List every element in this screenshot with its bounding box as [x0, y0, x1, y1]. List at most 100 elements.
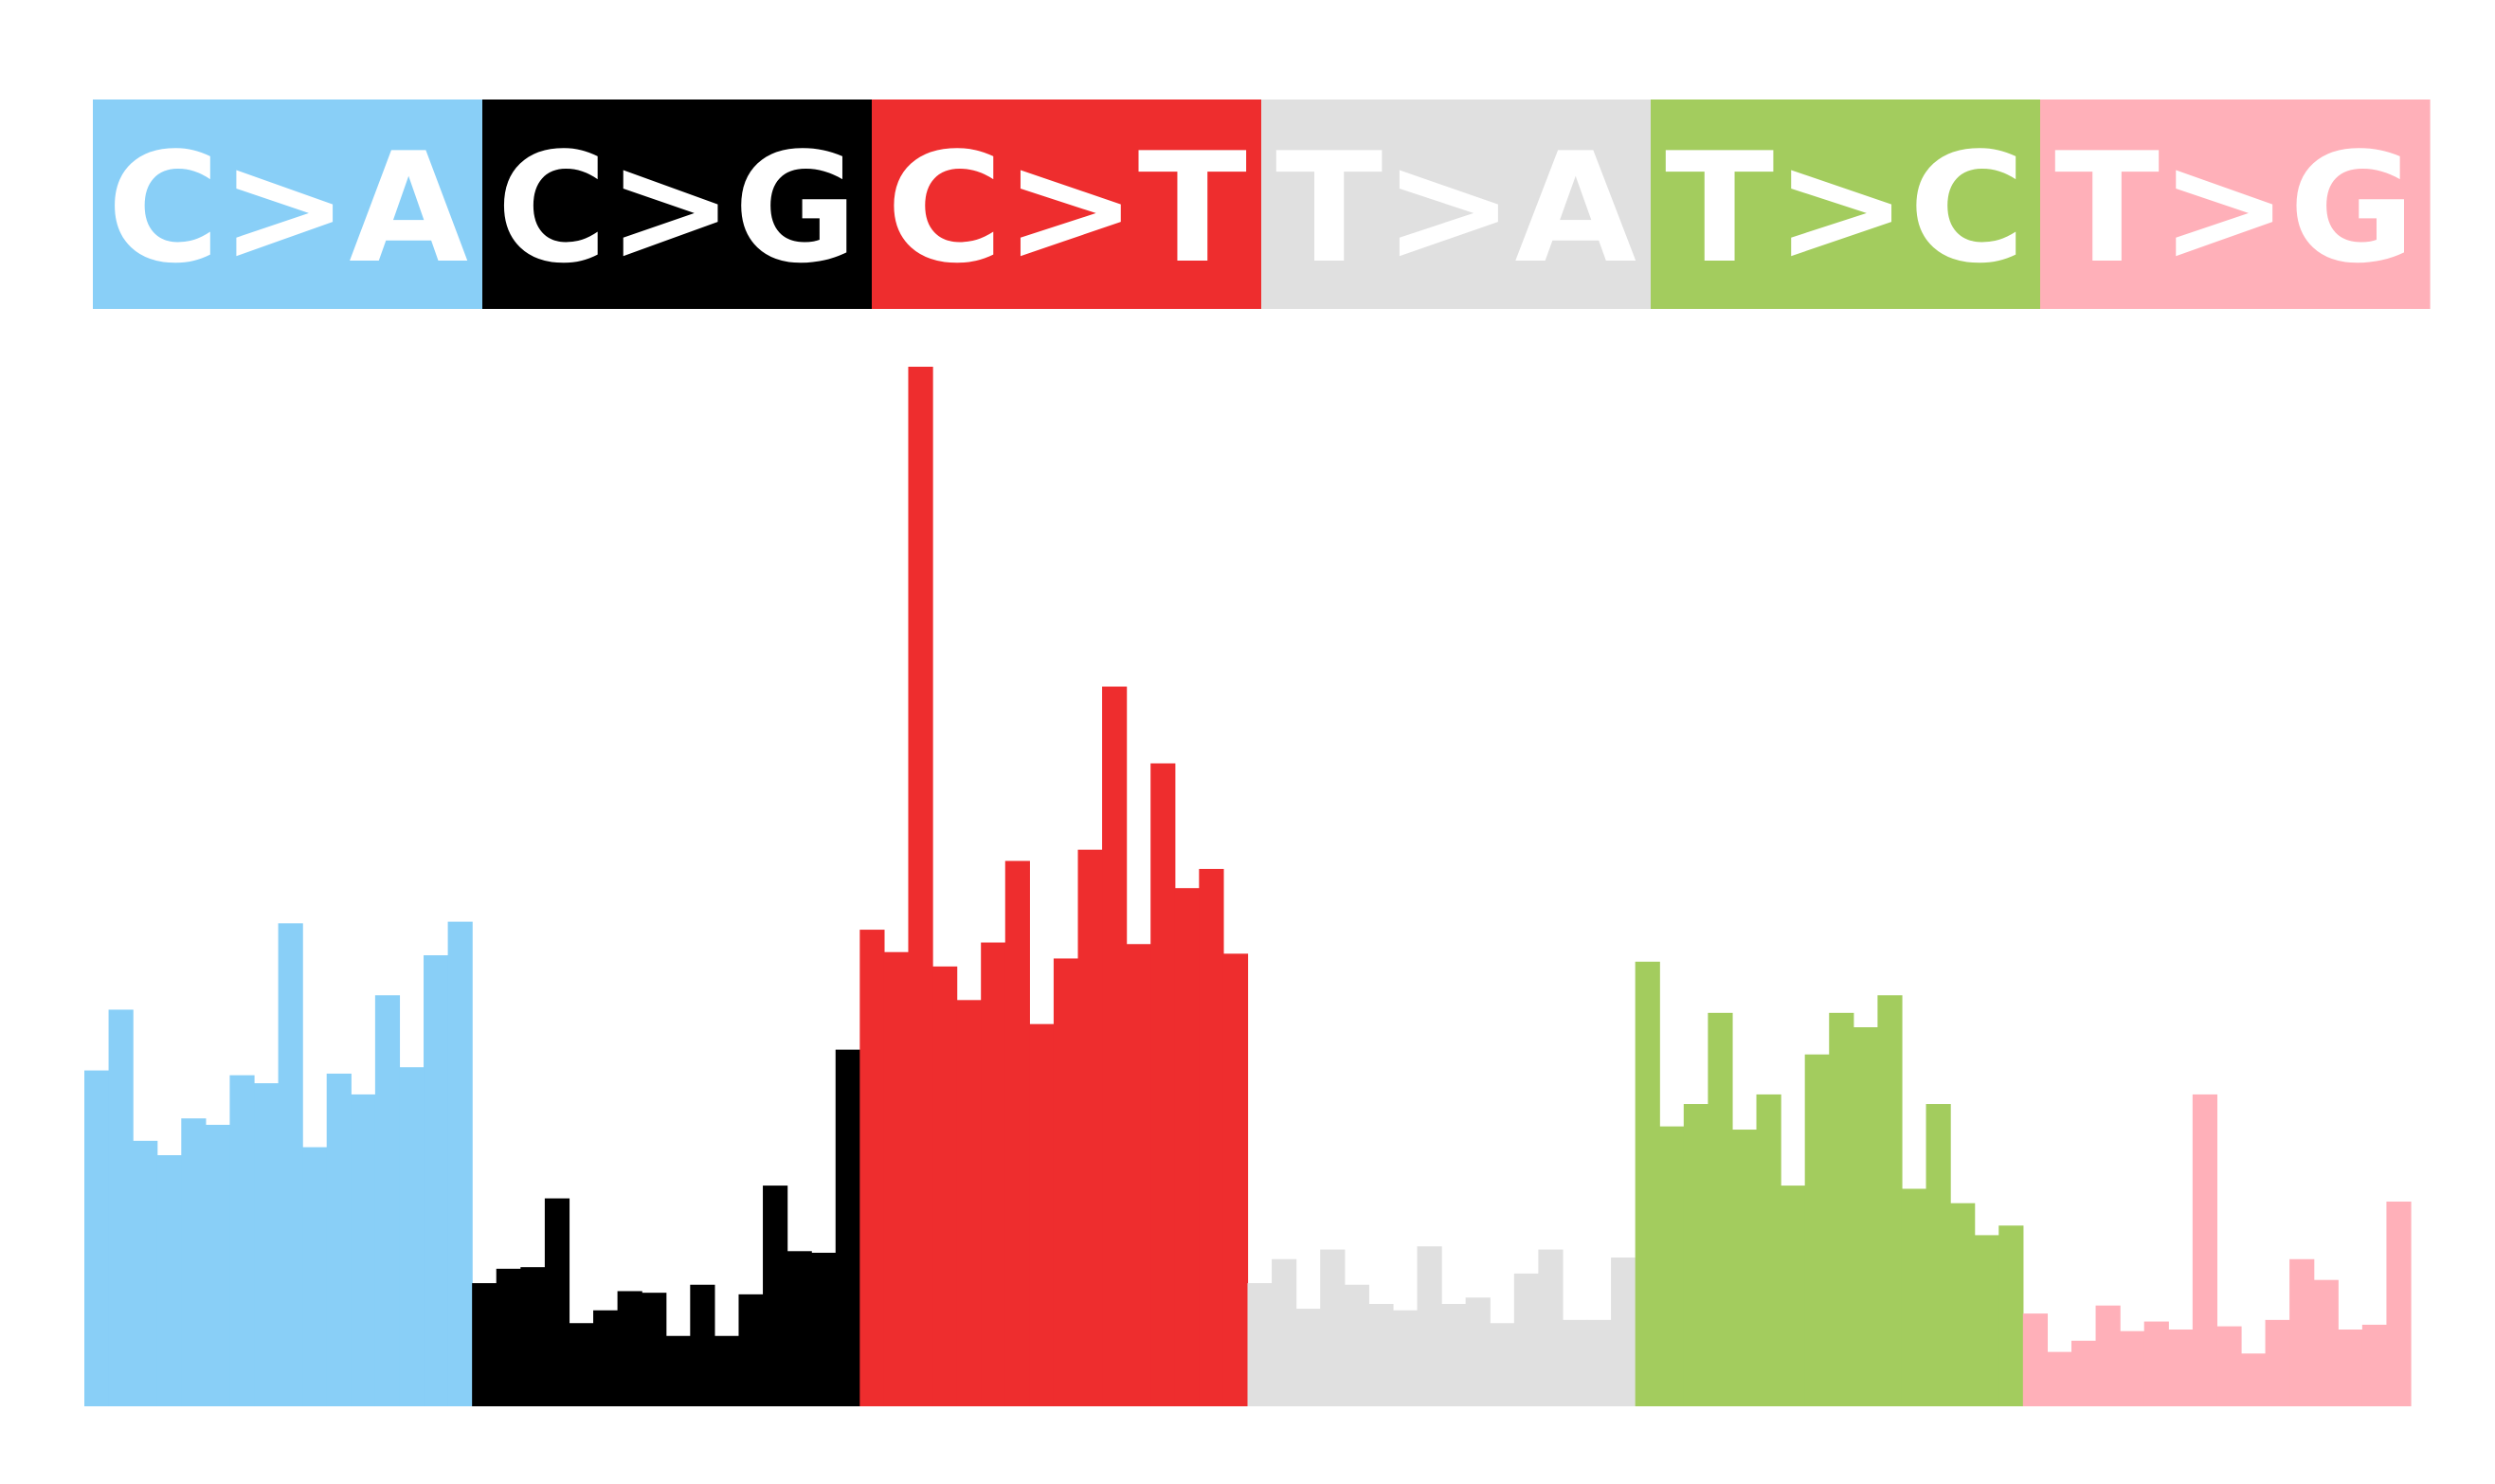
bar	[1004, 860, 1030, 1406]
bar	[1659, 1126, 1685, 1406]
bar	[593, 1310, 619, 1406]
bar	[1998, 1225, 2024, 1406]
bar	[1804, 1054, 1830, 1406]
bar	[2143, 1321, 2169, 1406]
bar	[690, 1284, 715, 1406]
bar	[1077, 849, 1103, 1406]
bar	[229, 1075, 255, 1406]
bar	[2047, 1351, 2072, 1406]
bar	[108, 1009, 134, 1406]
bar	[1174, 888, 1200, 1406]
bar	[84, 1070, 110, 1406]
group-label: C>G	[497, 119, 858, 297]
bar	[642, 1293, 667, 1406]
bar	[883, 951, 910, 1406]
bar	[2070, 1340, 2097, 1406]
bar	[1538, 1249, 1564, 1406]
bar	[496, 1268, 521, 1406]
bar	[2289, 1258, 2315, 1406]
bar	[1635, 961, 1660, 1406]
bar	[181, 1118, 207, 1406]
group-header	[1261, 100, 1652, 309]
bar	[1731, 1130, 1758, 1406]
bar	[399, 1067, 425, 1406]
bar	[1829, 1012, 1854, 1406]
bar	[1562, 1319, 1588, 1406]
bar	[1611, 1258, 1636, 1406]
bar	[1199, 868, 1224, 1406]
bar	[1222, 953, 1249, 1406]
group-header	[2040, 100, 2431, 309]
bar	[1392, 1310, 1419, 1406]
bar	[1441, 1303, 1467, 1406]
bar	[2240, 1353, 2267, 1406]
bar	[665, 1335, 691, 1406]
bar	[326, 1073, 352, 1406]
bar	[1490, 1323, 1515, 1406]
bar	[2216, 1326, 2242, 1406]
bar	[544, 1198, 570, 1406]
bar	[447, 921, 473, 1406]
bar	[2192, 1094, 2218, 1406]
bar	[351, 1094, 376, 1406]
bar	[1029, 1023, 1055, 1406]
group-header	[482, 100, 873, 309]
bar	[1901, 1188, 1927, 1406]
bar	[1247, 1283, 1273, 1406]
bar	[1877, 995, 1903, 1406]
bar	[617, 1291, 642, 1406]
bar	[738, 1294, 764, 1406]
bar	[2386, 1201, 2412, 1406]
bar	[156, 1155, 182, 1406]
bar	[569, 1323, 594, 1406]
group-header	[872, 100, 1262, 309]
bar	[714, 1335, 740, 1406]
bar	[1272, 1258, 1297, 1406]
bar	[956, 1000, 982, 1406]
bar	[205, 1124, 231, 1406]
bar	[2338, 1329, 2363, 1406]
bar	[1586, 1319, 1612, 1406]
bar	[1126, 944, 1151, 1406]
bar	[1925, 1104, 1951, 1406]
bar	[835, 1049, 860, 1406]
group-label: T>C	[1665, 119, 2026, 297]
bar	[1756, 1094, 1781, 1406]
bar	[2265, 1319, 2290, 1406]
group-label: T>G	[2054, 119, 2415, 297]
bar	[1950, 1203, 1976, 1406]
bar	[1150, 763, 1176, 1406]
bar	[1295, 1309, 1321, 1406]
bar	[859, 930, 885, 1406]
bar	[1781, 1185, 1806, 1406]
bar	[1417, 1246, 1442, 1406]
bar	[811, 1252, 837, 1406]
bar	[2095, 1305, 2121, 1406]
bar	[424, 955, 449, 1406]
bar	[1708, 1012, 1733, 1406]
bar	[1368, 1303, 1394, 1406]
group-label: T>A	[1275, 119, 1636, 297]
bar	[2120, 1330, 2145, 1406]
bar	[1465, 1297, 1491, 1406]
bar	[1344, 1284, 1369, 1406]
group-header	[93, 100, 483, 309]
bar	[1853, 1027, 1878, 1406]
group-label: C>T	[886, 119, 1247, 297]
group-label: C>A	[107, 119, 468, 297]
bar	[786, 1251, 812, 1406]
bar	[1974, 1235, 1999, 1406]
group-header	[1651, 100, 2041, 309]
bar	[908, 367, 933, 1406]
bar	[520, 1267, 546, 1406]
bar	[254, 1083, 280, 1406]
bar	[981, 942, 1006, 1406]
bar	[374, 995, 401, 1406]
bar	[1513, 1273, 1539, 1406]
bar	[1053, 958, 1079, 1406]
bar	[1320, 1249, 1346, 1406]
bar	[278, 923, 303, 1406]
bar	[2313, 1279, 2339, 1406]
